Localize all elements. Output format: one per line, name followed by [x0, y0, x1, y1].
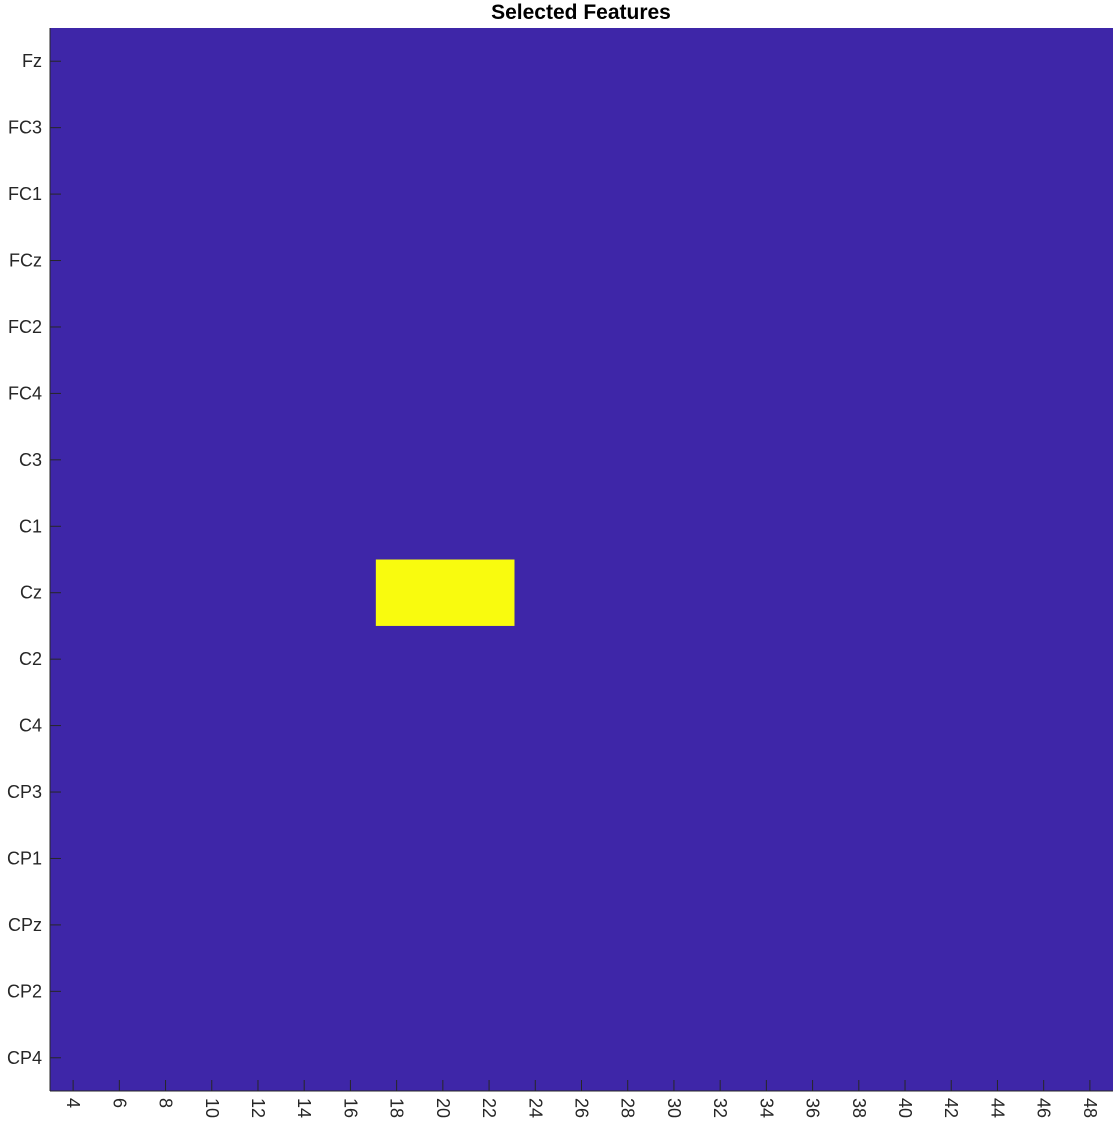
- y-tick-label: CP2: [7, 981, 42, 1001]
- y-tick-label: Cz: [20, 583, 42, 603]
- y-axis: Fz FC3 FC1 FCz FC2 FC4 C3 C1 Cz C2 C4 CP3 CP1 CPz CP2 C…: [7, 28, 61, 1091]
- x-tick-label: 20: [433, 1098, 453, 1118]
- x-tick-label: 22: [479, 1098, 499, 1118]
- y-tick-label: FC3: [8, 118, 42, 138]
- y-tick-label: FCz: [9, 251, 42, 271]
- selected-cell: [375, 559, 515, 626]
- y-tick-label: CP3: [7, 782, 42, 802]
- y-tick-label: Fz: [22, 51, 42, 71]
- x-tick-label: 40: [895, 1098, 915, 1118]
- x-tick-label: 28: [618, 1098, 638, 1118]
- x-tick-label: 44: [987, 1098, 1007, 1118]
- x-tick-label: 10: [202, 1098, 222, 1118]
- x-tick-label: 16: [340, 1098, 360, 1118]
- x-tick-label: 8: [156, 1098, 176, 1108]
- y-tick-label: CPz: [8, 915, 42, 935]
- x-tick-label: 30: [664, 1098, 684, 1118]
- x-tick-label: 4: [63, 1098, 83, 1108]
- y-tick-label: FC1: [8, 184, 42, 204]
- x-tick-label: 48: [1080, 1098, 1100, 1118]
- x-tick-label: 42: [941, 1098, 961, 1118]
- y-tick-label: C2: [19, 649, 42, 669]
- y-tick-label: C3: [19, 450, 42, 470]
- chart-title: Selected Features: [491, 1, 671, 24]
- x-tick-label: 26: [572, 1098, 592, 1118]
- x-tick-label: 24: [525, 1098, 545, 1118]
- x-tick-label: 14: [294, 1098, 314, 1118]
- x-tick-label: 46: [1034, 1098, 1054, 1118]
- y-tick-label: FC2: [8, 317, 42, 337]
- y-tick-label: FC4: [8, 383, 42, 403]
- x-axis: 4 6 8 10 12 14 16 18 20 22 24 26 28 30 32 34 36 38 40 42 44 4…: [50, 1080, 1113, 1118]
- heatmap-field: [50, 28, 1113, 1091]
- plot-area: [50, 28, 1113, 1091]
- y-tick-label: C1: [19, 516, 42, 536]
- y-tick-label: CP1: [7, 848, 42, 868]
- x-tick-label: 32: [710, 1098, 730, 1118]
- x-tick-label: 38: [849, 1098, 869, 1118]
- y-tick-label: CP4: [7, 1048, 42, 1068]
- y-tick-label: C4: [19, 716, 42, 736]
- x-tick-label: 12: [248, 1098, 268, 1118]
- x-tick-label: 6: [109, 1098, 129, 1108]
- x-tick-label: 34: [756, 1098, 776, 1118]
- x-tick-label: 18: [387, 1098, 407, 1118]
- x-tick-label: 36: [803, 1098, 823, 1118]
